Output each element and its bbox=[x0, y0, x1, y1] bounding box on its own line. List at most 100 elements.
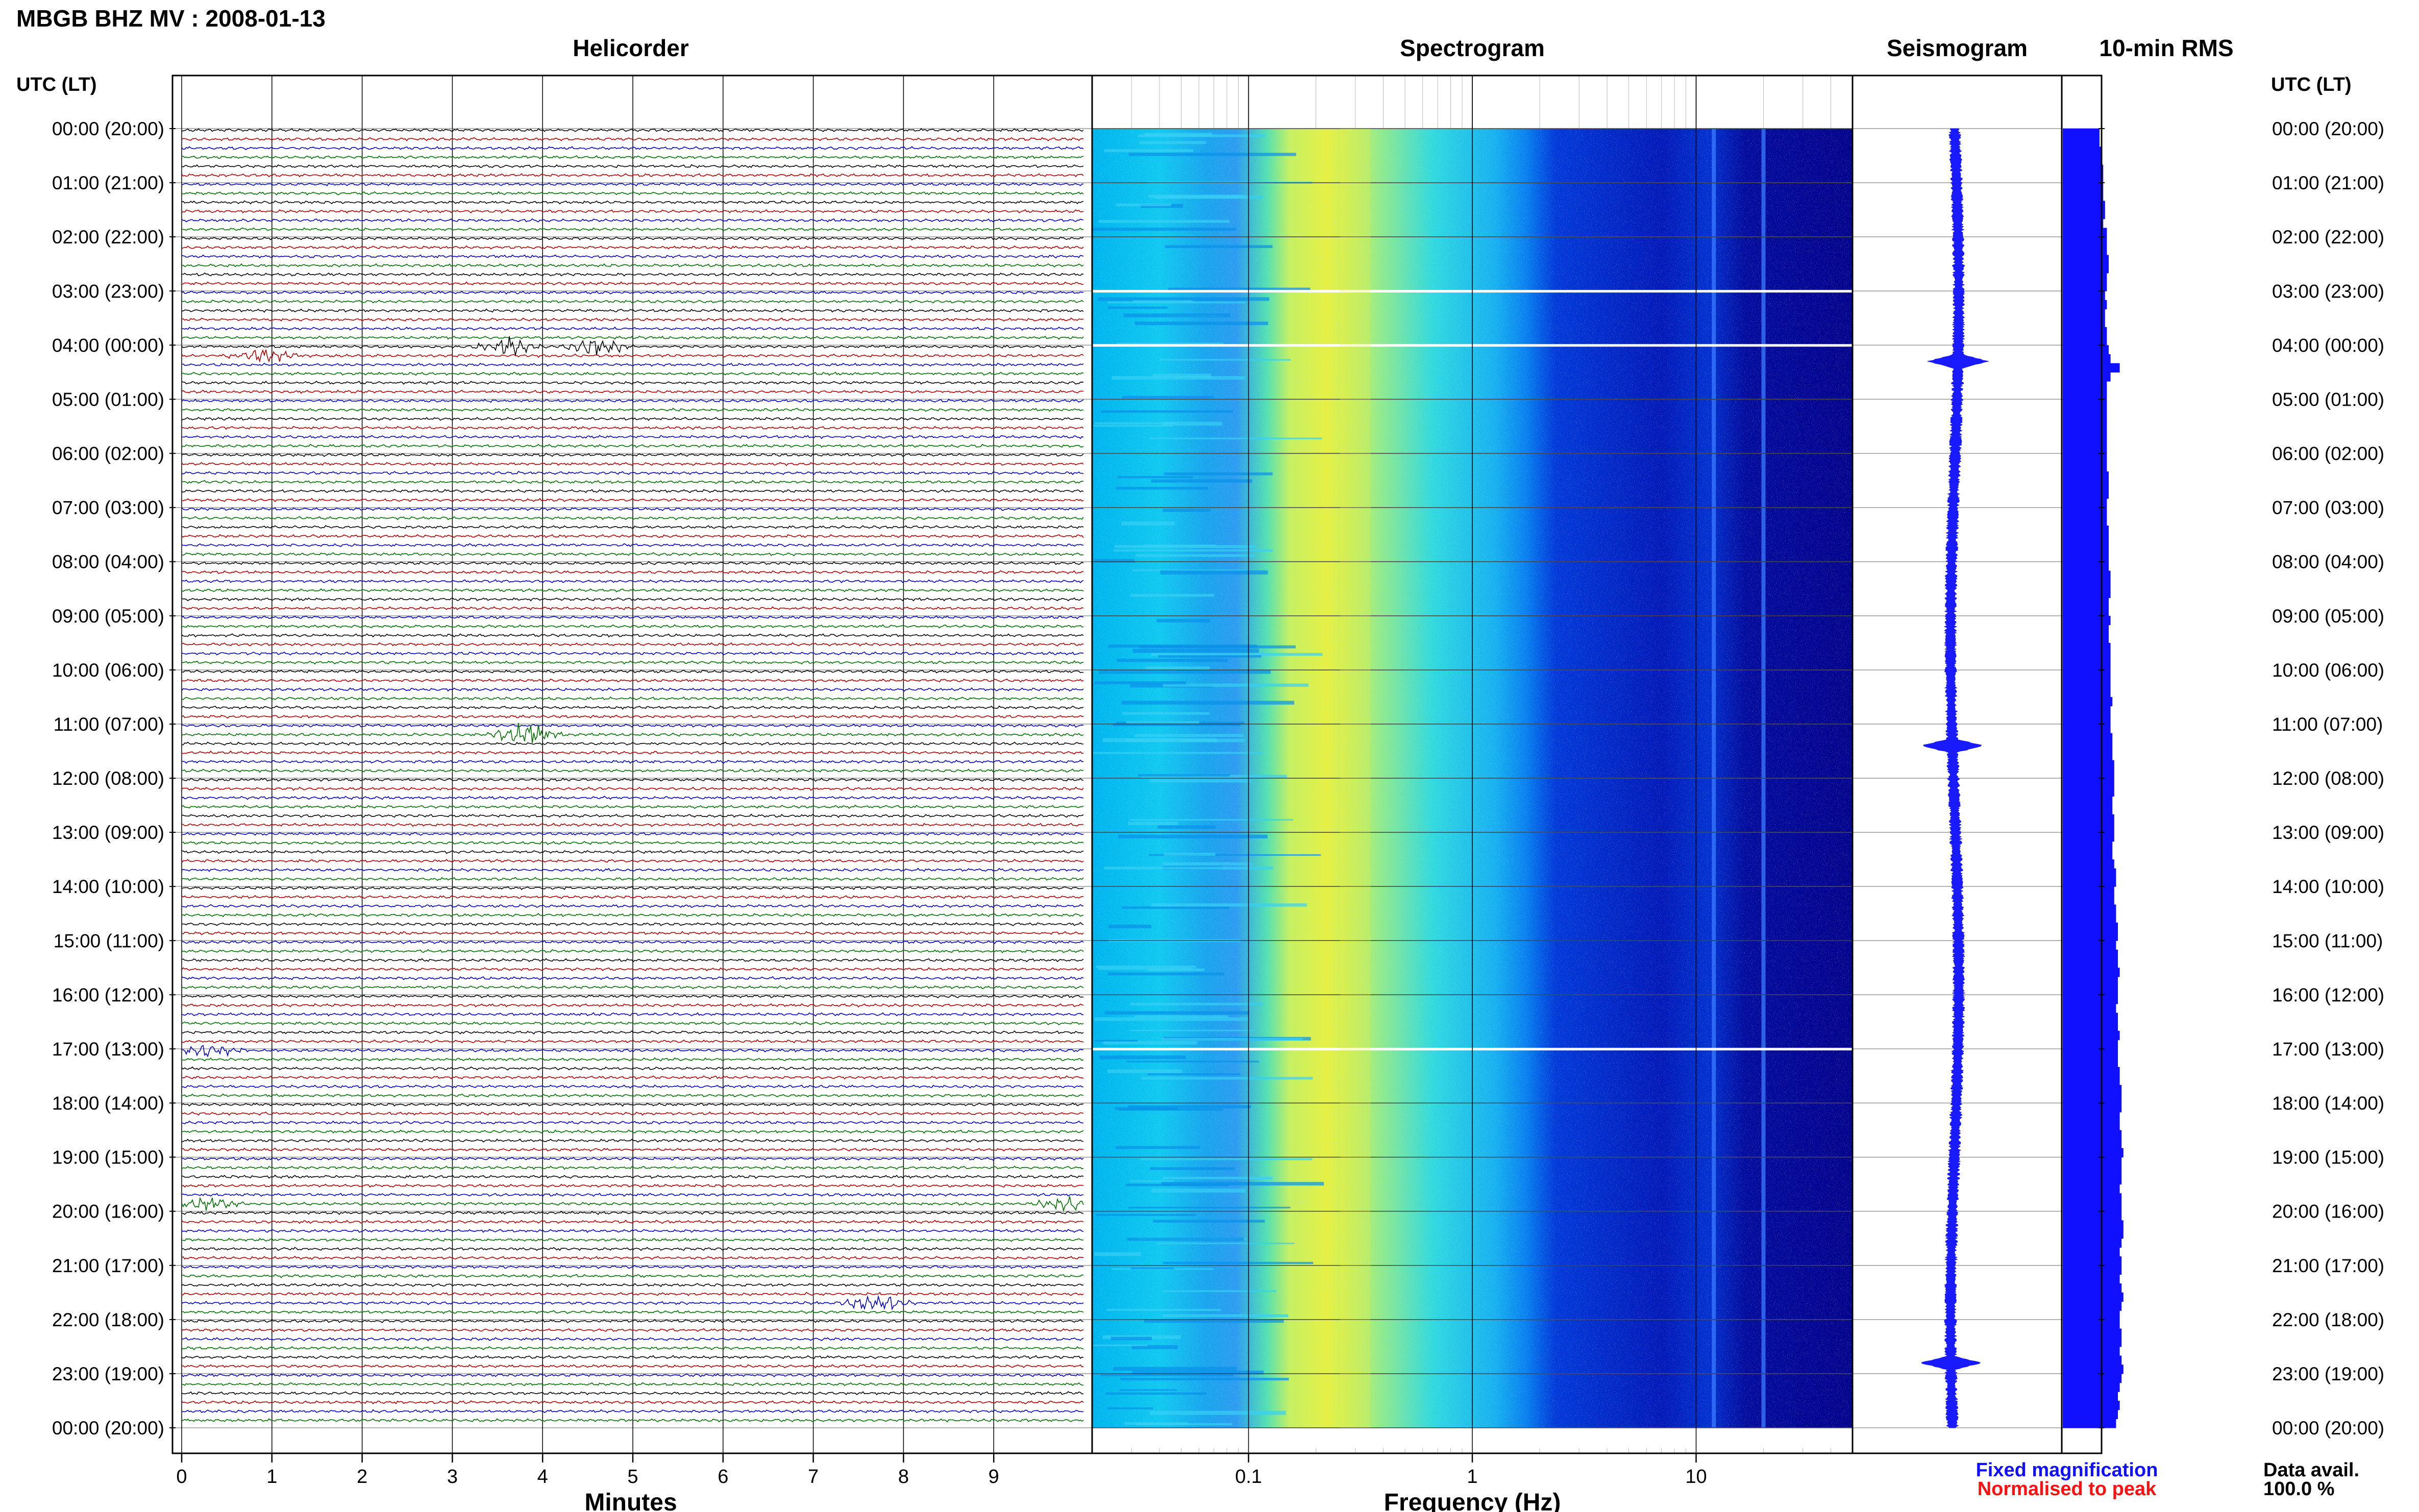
helicorder-trace bbox=[181, 1021, 1084, 1026]
helicorder-trace bbox=[181, 967, 1084, 972]
spectrogram-streak bbox=[1107, 972, 1225, 976]
helicorder-trace bbox=[181, 1093, 1084, 1098]
helicorder-trace bbox=[181, 723, 1084, 728]
time-label-right: 11:00 (07:00) bbox=[2272, 714, 2383, 735]
spectrogram-overlay bbox=[1092, 76, 1853, 1453]
spectrogram-x-tick-label: 0.1 bbox=[1235, 1466, 1262, 1488]
rms-bar bbox=[2063, 201, 2105, 210]
spectrogram-streak bbox=[1128, 1105, 1251, 1108]
spectrogram-streak bbox=[1163, 683, 1309, 687]
helicorder-trace bbox=[181, 218, 1084, 223]
rms-bar bbox=[2063, 191, 2104, 202]
rms-bar bbox=[2063, 1365, 2124, 1374]
helicorder-xlabel: Minutes bbox=[584, 1489, 677, 1512]
helicorder-trace bbox=[181, 813, 1084, 819]
spectrogram-streak bbox=[1094, 1017, 1248, 1021]
helicorder-trace bbox=[181, 1319, 1084, 1323]
time-label-right: 13:00 (09:00) bbox=[2272, 822, 2384, 843]
spectrogram-streak bbox=[1120, 1378, 1289, 1381]
rms-bar bbox=[2063, 534, 2109, 544]
spectrogram-x-tick-label: 1 bbox=[1467, 1466, 1477, 1488]
rms-bar bbox=[2063, 670, 2111, 680]
time-label-left: 20:00 (16:00) bbox=[52, 1201, 164, 1222]
helicorder-trace bbox=[181, 759, 1084, 764]
spectrogram-streak bbox=[1144, 1319, 1284, 1323]
helicorder-trace bbox=[181, 137, 1084, 141]
rms-bar bbox=[2063, 228, 2107, 237]
spectrogram-streak bbox=[1130, 1267, 1174, 1270]
time-label-left: 06:00 (02:00) bbox=[52, 443, 164, 464]
spectrogram-streak bbox=[1126, 1060, 1259, 1062]
time-label-right: 09:00 (05:00) bbox=[2272, 606, 2384, 627]
rms-bar bbox=[2063, 1328, 2122, 1338]
spectrogram-streak bbox=[1141, 1077, 1313, 1080]
rms-bar bbox=[2063, 1148, 2124, 1158]
helicorder-trace bbox=[181, 416, 1084, 421]
rms-bar bbox=[2063, 1193, 2122, 1203]
helicorder-trace bbox=[181, 687, 1084, 692]
spectrogram-peak-band bbox=[1340, 129, 1371, 1428]
spectrogram-streak bbox=[1127, 1237, 1244, 1241]
spectrogram-streak bbox=[1163, 1290, 1276, 1292]
rms-title: 10-min RMS bbox=[2099, 35, 2233, 61]
helicorder-trace bbox=[181, 1066, 1084, 1071]
rms-bar bbox=[2063, 1139, 2122, 1149]
rms-bar bbox=[2063, 336, 2107, 345]
helicorder-trace bbox=[182, 263, 1084, 268]
spectrogram-streak bbox=[1122, 395, 1214, 399]
time-label-left: 09:00 (05:00) bbox=[52, 606, 164, 627]
helicorder-trace bbox=[181, 1274, 1084, 1278]
rms-bar bbox=[2063, 164, 2104, 175]
rms-bar bbox=[2063, 985, 2118, 995]
spectrogram-streak bbox=[1094, 559, 1135, 563]
time-label-left: 02:00 (22:00) bbox=[52, 227, 164, 247]
helicorder-trace bbox=[181, 1247, 1084, 1251]
spectrogram-streak bbox=[1159, 359, 1291, 361]
helicorder-trace bbox=[181, 976, 1084, 981]
spectrogram-streak bbox=[1117, 342, 1224, 346]
helicorder-trace bbox=[181, 173, 1084, 178]
helicorder-trace bbox=[181, 164, 1084, 169]
time-label-left: 17:00 (13:00) bbox=[52, 1038, 164, 1059]
rms-bar bbox=[2063, 183, 2104, 192]
spectrogram-streak bbox=[1093, 425, 1173, 427]
helicorder-trace bbox=[181, 299, 1084, 304]
rms-bar bbox=[2063, 1076, 2120, 1085]
rms-bar bbox=[2063, 1121, 2120, 1131]
helicorder-trace bbox=[181, 254, 1084, 259]
spectrogram-streak bbox=[1161, 1182, 1324, 1186]
helicorder-trace bbox=[181, 191, 1084, 196]
rms-bar bbox=[2063, 652, 2111, 661]
helicorder-trace bbox=[181, 1102, 1084, 1107]
time-label-right: 10:00 (06:00) bbox=[2272, 660, 2384, 681]
spectrogram-streak bbox=[1092, 228, 1236, 231]
rms-bar bbox=[2063, 516, 2107, 526]
spectrogram-x-tick-label: 10 bbox=[1685, 1466, 1707, 1488]
helicorder-trace bbox=[181, 1219, 1084, 1224]
rms-bar bbox=[2063, 868, 2116, 878]
spectrogram-streak bbox=[1095, 1213, 1197, 1216]
spectrogram-streak bbox=[1134, 1015, 1228, 1018]
helicorder-trace bbox=[181, 1111, 1084, 1116]
spectrogram-streak bbox=[1158, 655, 1262, 658]
spectrogram-streak bbox=[1122, 906, 1229, 909]
rms-bar bbox=[2063, 381, 2107, 391]
helicorder-trace bbox=[181, 1129, 1084, 1134]
helicorder-trace bbox=[181, 1418, 1084, 1423]
helicorder-trace bbox=[181, 389, 1084, 394]
rms-bar bbox=[2063, 245, 2107, 256]
rms-bar bbox=[2063, 390, 2107, 400]
rms-bar bbox=[2063, 841, 2113, 851]
rms-bar bbox=[2063, 958, 2118, 968]
rms-bar bbox=[2063, 1130, 2122, 1139]
spectrogram-streak bbox=[1141, 775, 1287, 779]
helicorder-trace bbox=[181, 877, 1084, 881]
rms-bar bbox=[2063, 173, 2104, 183]
spectrogram-streak bbox=[1115, 1107, 1178, 1110]
utc-label-left: UTC (LT) bbox=[16, 74, 97, 95]
spectrogram-streak bbox=[1113, 549, 1273, 552]
rms-bar bbox=[2063, 1094, 2122, 1104]
rms-bar bbox=[2063, 580, 2111, 589]
seismogram-title: Seismogram bbox=[1887, 35, 2028, 61]
rms-bar bbox=[2063, 561, 2109, 571]
